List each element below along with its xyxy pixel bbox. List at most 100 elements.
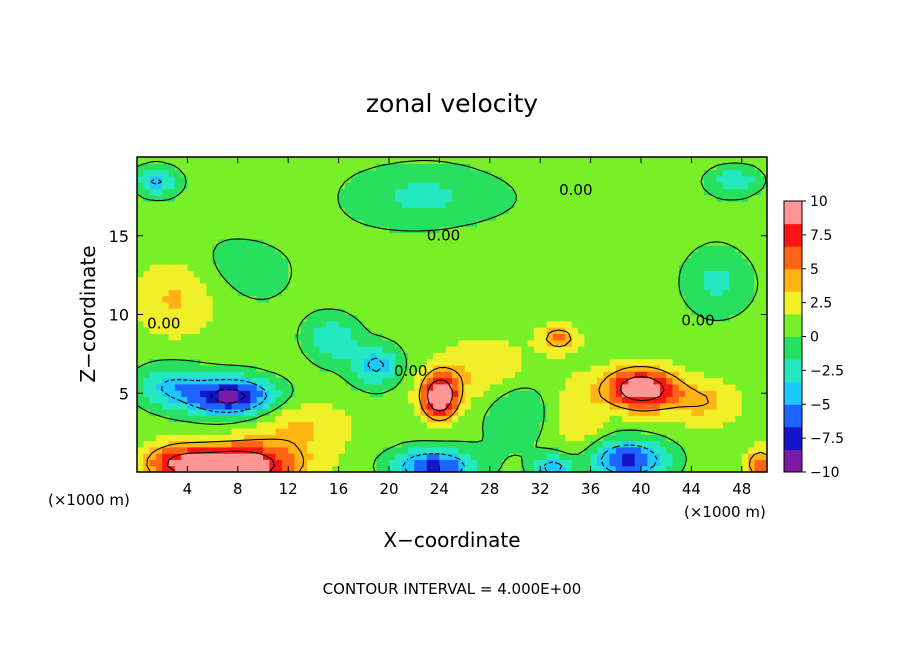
field-cell [338, 245, 346, 253]
field-cell [395, 163, 403, 171]
field-cell [496, 220, 503, 227]
field-cell [370, 333, 377, 341]
field-cell [496, 295, 503, 303]
field-cell [307, 238, 314, 246]
field-cell [149, 465, 157, 472]
field-cell [307, 377, 314, 385]
field-cell [370, 320, 377, 328]
field-cell [552, 257, 560, 265]
field-cell [527, 213, 535, 221]
field-cell [193, 238, 201, 246]
field-cell [590, 346, 598, 353]
field-cell [735, 213, 743, 221]
field-cell [678, 295, 686, 303]
field-cell [244, 415, 251, 423]
field-cell [653, 409, 661, 416]
field-cell [344, 415, 352, 423]
field-cell [634, 333, 642, 341]
field-cell [313, 327, 321, 334]
field-cell [389, 377, 396, 385]
field-cell [351, 377, 359, 385]
field-cell [187, 453, 195, 460]
field-cell [250, 226, 258, 234]
field-cell [647, 409, 655, 416]
field-cell [174, 409, 182, 416]
field-cell [603, 295, 611, 303]
field-cell [533, 213, 541, 221]
field-cell [281, 308, 289, 316]
field-cell [672, 264, 680, 271]
field-cell [231, 264, 239, 271]
field-cell [332, 421, 340, 429]
field-cell [735, 257, 743, 265]
field-cell [433, 390, 440, 397]
field-cell [641, 301, 648, 309]
field-cell [609, 427, 617, 435]
field-cell [433, 446, 440, 454]
field-cell [653, 169, 661, 177]
field-cell [426, 194, 434, 202]
field-cell [565, 320, 573, 328]
field-cell [231, 339, 239, 347]
field-cell [181, 213, 188, 221]
field-cell [634, 339, 642, 347]
field-cell [174, 182, 182, 190]
field-cell [155, 402, 163, 410]
field-cell [452, 169, 459, 177]
field-cell [244, 194, 251, 202]
field-cell [691, 238, 699, 246]
field-cell [433, 396, 440, 404]
field-cell [206, 232, 214, 240]
field-cell [464, 371, 472, 379]
field-cell [470, 194, 478, 202]
field-cell [729, 364, 737, 372]
field-cell [678, 169, 686, 177]
field-cell [716, 453, 724, 460]
field-cell [263, 257, 270, 265]
field-cell [162, 377, 170, 385]
field-cell [218, 207, 226, 215]
field-cell [628, 377, 636, 385]
field-cell [414, 295, 422, 303]
field-cell [571, 175, 579, 183]
field-cell [401, 289, 409, 297]
field-cell [414, 226, 422, 234]
field-cell [269, 257, 277, 265]
field-cell [307, 276, 314, 284]
field-cell [615, 270, 623, 278]
field-cell [571, 188, 579, 196]
field-cell [508, 415, 516, 423]
field-cell [420, 421, 428, 429]
field-cell [729, 339, 737, 347]
field-cell [445, 308, 453, 316]
field-cell [376, 238, 384, 246]
field-cell [609, 194, 617, 202]
field-cell [483, 358, 491, 366]
field-cell [288, 327, 296, 334]
field-cell [716, 434, 724, 442]
field-cell [300, 446, 308, 454]
field-cell [546, 157, 554, 164]
field-cell [401, 264, 409, 271]
field-cell [515, 308, 522, 316]
field-cell [672, 194, 680, 202]
field-cell [483, 383, 491, 391]
field-cell [187, 238, 195, 246]
field-cell [269, 409, 277, 416]
field-cell [483, 295, 491, 303]
field-cell [401, 377, 409, 385]
field-cell [653, 232, 661, 240]
field-cell [433, 182, 440, 190]
field-cell [710, 396, 718, 404]
field-cell [659, 333, 667, 341]
field-cell [716, 327, 724, 334]
field-cell [407, 163, 415, 171]
field-cell [508, 409, 516, 416]
field-cell [653, 446, 661, 454]
field-cell [653, 427, 661, 435]
field-cell [685, 270, 692, 278]
field-cell [710, 320, 718, 328]
field-cell [659, 182, 667, 190]
field-cell [729, 213, 737, 221]
field-cell [143, 283, 151, 290]
